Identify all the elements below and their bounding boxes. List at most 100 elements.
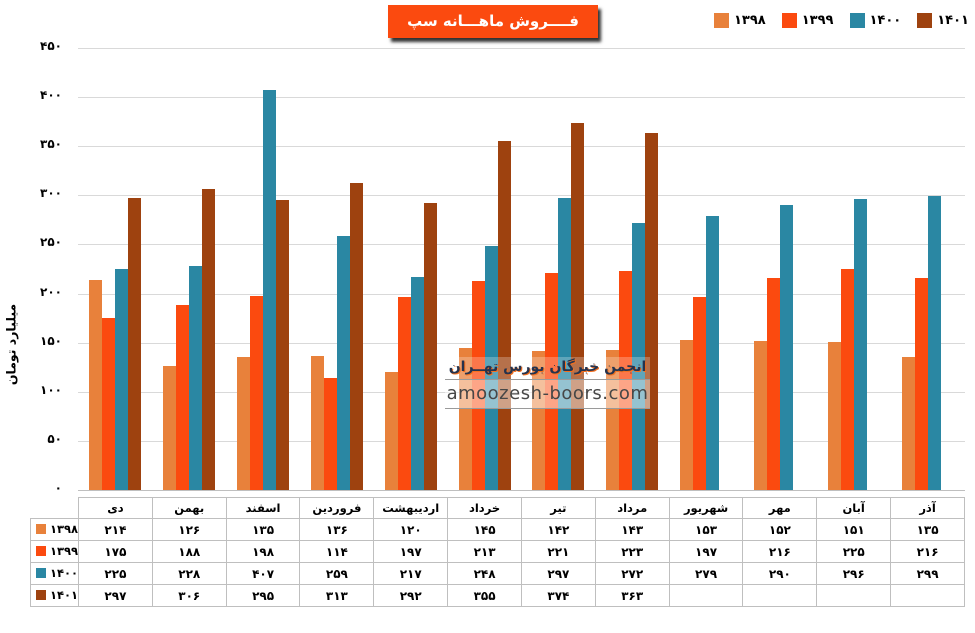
table-cell-1400-آذر: ۲۹۹	[890, 562, 965, 585]
bar-1398-اسفند	[236, 357, 250, 490]
row-key-1400: ۱۴۰۰	[30, 562, 79, 585]
bar-1401-تیر	[571, 122, 585, 490]
table-cell-1400-بهمن: ۲۲۸	[151, 562, 227, 585]
row-key-wrap: ۱۳۹۹	[32, 544, 79, 558]
month-header-فروردین: فروردین	[299, 497, 375, 519]
table-cell-1398-شهریور: ۱۵۳	[668, 518, 744, 541]
month-header-خرداد: خرداد	[447, 497, 522, 519]
table-cell-1401-شهریور	[668, 584, 744, 607]
bar-1400-تیر	[558, 198, 572, 490]
gridline	[78, 244, 965, 246]
key-swatch-1400	[36, 568, 46, 578]
bar-1401-بهمن	[201, 189, 215, 490]
legend: ۱۳۹۸ ۱۳۹۹ ۱۴۰۰ ۱۴۰۱	[714, 13, 969, 28]
row-key-1398: ۱۳۹۸	[30, 518, 79, 541]
bar-1400-آبان	[854, 199, 868, 490]
bar-1398-شهریور	[680, 339, 694, 490]
key-label-1401: ۱۴۰۱	[50, 588, 79, 602]
legend-swatch-1398	[714, 13, 729, 28]
bar-1400-شهریور	[706, 215, 720, 490]
legend-label-1399: ۱۳۹۹	[801, 13, 834, 28]
bar-1400-خرداد	[484, 246, 498, 490]
legend-label-1398: ۱۳۹۸	[734, 13, 766, 28]
bar-1401-خرداد	[497, 141, 511, 490]
bar-1400-اردیبهشت	[410, 276, 424, 490]
bar-1398-اردیبهشت	[384, 372, 398, 490]
data-table: دی بهمن اسفند فروردین اردیبهشت خرداد تیر مرداد ش…	[30, 497, 965, 607]
key-label-1399: ۱۳۹۹	[50, 544, 79, 558]
row-key-1401: ۱۴۰۱	[30, 584, 79, 607]
row-key-wrap: ۱۴۰۰	[32, 566, 78, 580]
table-cell-1399-شهریور: ۱۹۷	[668, 540, 744, 563]
gridline	[78, 48, 965, 49]
watermark: انجمن خبرگان بورس تهــران amoozesh-boors…	[445, 357, 650, 409]
gridline	[78, 146, 965, 148]
bar-1400-مهر	[780, 205, 794, 490]
key-swatch-1399	[36, 546, 46, 556]
table-cell-1398-آبان: ۱۵۱	[816, 518, 892, 541]
table-cell-1400-آبان: ۲۹۶	[816, 562, 892, 585]
bar-1400-فروردین	[336, 235, 350, 490]
table-cell-1401-اسفند: ۲۹۵	[225, 584, 301, 607]
y-tick-label: ۲۰۰	[40, 284, 62, 299]
watermark-url: amoozesh-boors.com	[445, 380, 650, 408]
table-cell-1398-مرداد: ۱۴۳	[594, 518, 670, 541]
table-row-1398: ۱۳۹۸ ۲۱۴ ۱۲۶ ۱۳۵ ۱۳۶ ۱۲۰ ۱۴۵ ۱۴۲ ۱۴۳ ۱۵۳ ۱۵۲ ۱۵۱ ۱۳۵	[30, 518, 965, 541]
table-cell-1398-تیر: ۱۴۲	[520, 518, 596, 541]
watermark-text: انجمن خبرگان بورس تهــران	[445, 357, 650, 379]
y-tick-label: ۲۵۰	[40, 235, 62, 250]
key-label-1398: ۱۳۹۸	[50, 522, 79, 536]
table-cell-1398-اسفند: ۱۳۵	[225, 518, 301, 541]
bar-1401-دی	[127, 198, 141, 490]
table-cell-1401-مهر	[742, 584, 818, 607]
bar-1401-اردیبهشت	[423, 203, 437, 490]
bar-1401-اسفند	[275, 200, 289, 490]
month-header-آذر: آذر	[890, 497, 965, 519]
y-tick-label: ۱۰۰	[40, 382, 62, 397]
month-header-تیر: تیر	[520, 497, 596, 519]
table-row-1399: ۱۳۹۹ ۱۷۵ ۱۸۸ ۱۹۸ ۱۱۴ ۱۹۷ ۲۱۳ ۲۲۱ ۲۲۳ ۱۹۷ ۲۱۶ ۲۲۵ ۲۱۶	[30, 540, 965, 563]
month-header-آبان: آبان	[816, 497, 892, 519]
table-cell-1400-دی: ۲۲۵	[78, 562, 153, 585]
gridline	[78, 342, 965, 344]
y-tick-label: ۳۵۰	[40, 137, 62, 152]
legend-item-1400: ۱۴۰۰	[849, 13, 901, 28]
y-tick-label: ۰	[54, 481, 62, 495]
row-key-1399: ۱۳۹۹	[30, 540, 79, 563]
table-cell-1400-شهریور: ۲۷۹	[668, 562, 744, 585]
plot-area	[78, 48, 965, 491]
row-key-wrap: ۱۳۹۸	[32, 522, 79, 536]
table-cell-1399-آذر: ۲۱۶	[890, 540, 965, 563]
bar-1398-آبان	[828, 341, 842, 490]
table-cell-1400-فروردین: ۲۵۹	[299, 562, 375, 585]
bar-1399-آبان	[841, 269, 855, 490]
table-cell-1401-تیر: ۳۷۴	[520, 584, 596, 607]
table-cell-1399-فروردین: ۱۱۴	[299, 540, 375, 563]
table-cell-1400-اسفند: ۴۰۷	[225, 562, 301, 585]
table-row-1400: ۱۴۰۰ ۲۲۵ ۲۲۸ ۴۰۷ ۲۵۹ ۲۱۷ ۲۴۸ ۲۹۷ ۲۷۲ ۲۷۹ ۲۹۰ ۲۹۶ ۲۹۹	[30, 562, 965, 585]
bar-1399-بهمن	[175, 305, 189, 490]
table-cell-1399-اسفند: ۱۹۸	[225, 540, 301, 563]
table-cell-1399-اردیبهشت: ۱۹۷	[373, 540, 449, 563]
table-cell-1398-فروردین: ۱۳۶	[299, 518, 375, 541]
bar-1398-آذر	[902, 357, 916, 490]
key-swatch-1398	[36, 524, 46, 534]
table-cell-1399-دی: ۱۷۵	[78, 540, 153, 563]
bar-1399-فروردین	[323, 378, 337, 490]
table-cell-1398-اردیبهشت: ۱۲۰	[373, 518, 449, 541]
bar-1399-اردیبهشت	[397, 296, 411, 490]
table-cell-1399-تیر: ۲۲۱	[520, 540, 596, 563]
table-cell-1398-مهر: ۱۵۲	[742, 518, 818, 541]
table-cell-1401-آبان	[816, 584, 892, 607]
table-cell-1398-خرداد: ۱۴۵	[447, 518, 522, 541]
table-row-1401: ۱۴۰۱ ۲۹۷ ۳۰۶ ۲۹۵ ۳۱۳ ۲۹۲ ۳۵۵ ۳۷۴ ۳۶۳	[30, 584, 965, 607]
table-cell-1399-مرداد: ۲۲۳	[594, 540, 670, 563]
month-header-شهریور: شهریور	[668, 497, 744, 519]
watermark-divider	[445, 379, 650, 380]
gridline	[78, 195, 965, 197]
table-cell-1398-بهمن: ۱۲۶	[151, 518, 227, 541]
table-cell-1401-فروردین: ۳۱۳	[299, 584, 375, 607]
legend-item-1398: ۱۳۹۸	[714, 13, 766, 28]
table-cell-1401-مرداد: ۳۶۳	[594, 584, 670, 607]
